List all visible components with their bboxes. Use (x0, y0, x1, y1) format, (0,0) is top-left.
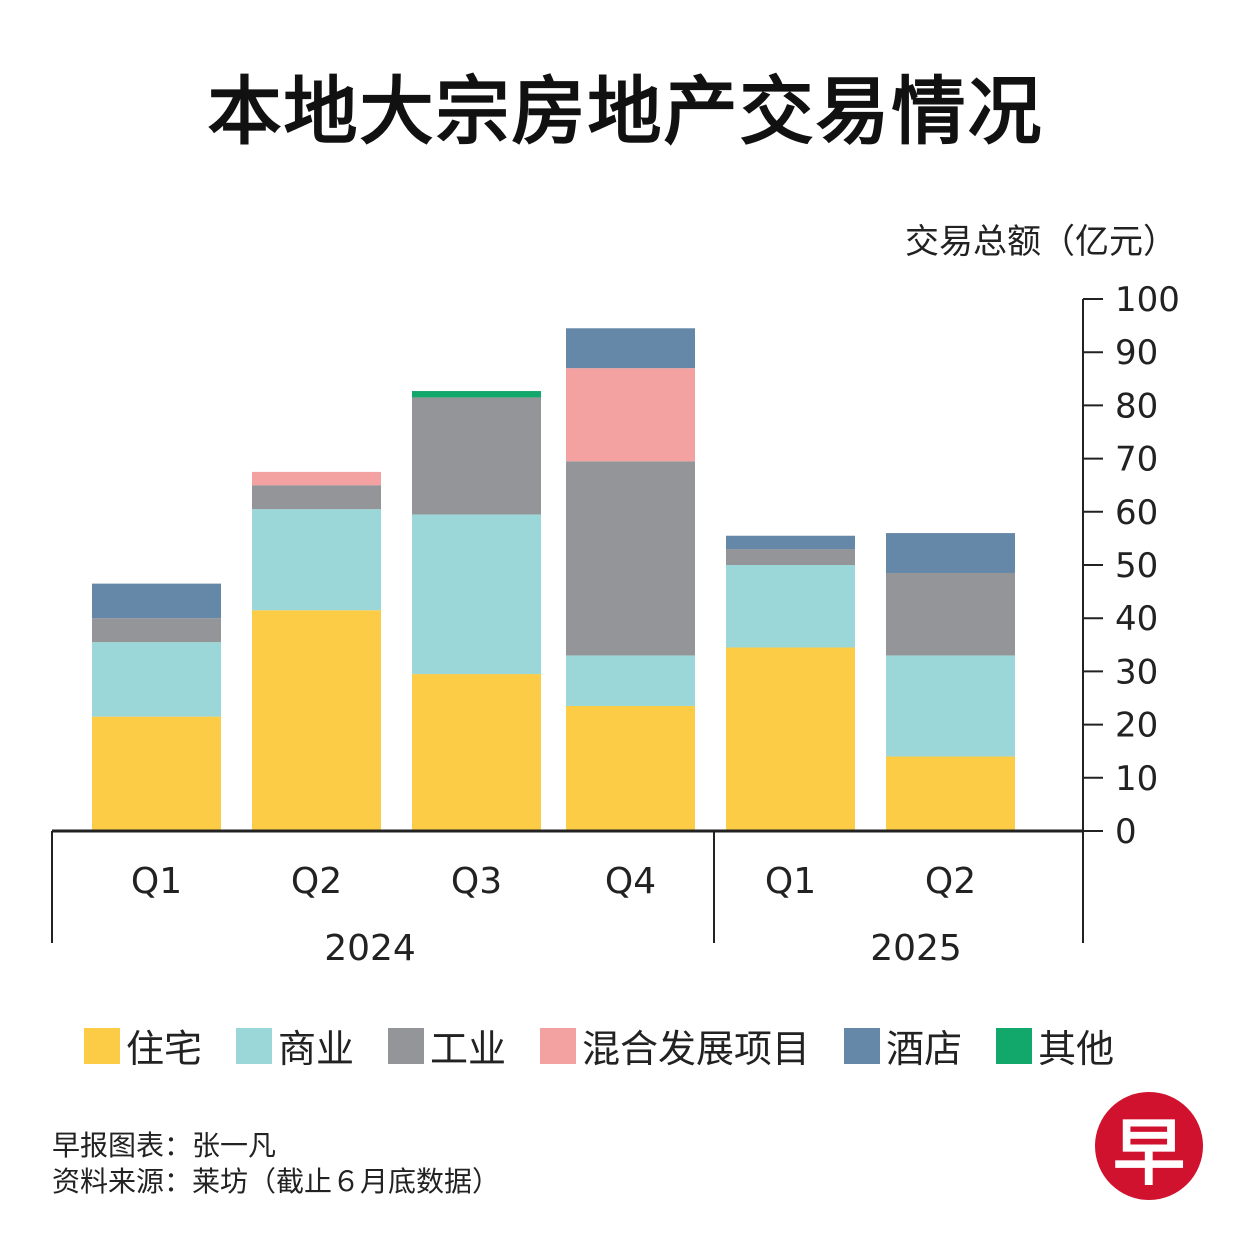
bar-segment (726, 549, 855, 565)
x-tick-label: Q2 (925, 861, 976, 902)
legend-swatch (844, 1027, 881, 1064)
bar-segment (886, 756, 1015, 831)
bar-segment (252, 485, 381, 510)
legend: 住宅 商业 工业 混合发展项目 酒店 其他 (84, 1018, 1204, 1073)
bar-segment (92, 642, 221, 717)
bar-segment (566, 705, 695, 831)
bar-segment (566, 368, 695, 462)
y-tick-label: 40 (1115, 599, 1158, 639)
bar-segment (886, 655, 1015, 757)
y-tick-label: 0 (1115, 812, 1137, 852)
y-tick-label: 100 (1115, 280, 1180, 320)
zaobao-logo-icon: 早 (1095, 1092, 1203, 1200)
bar-segment (252, 471, 381, 486)
x-tick-label: Q3 (451, 861, 502, 902)
y-axis-label: 交易总额（亿元） (905, 222, 1177, 262)
legend-item: 住宅 (84, 1018, 202, 1073)
bar-segment (412, 674, 541, 831)
y-tick-label: 70 (1115, 440, 1158, 480)
bar-segment (886, 533, 1015, 573)
bar-segment (566, 461, 695, 656)
legend-label: 工业 (430, 1027, 507, 1071)
group-label: 2024 (324, 928, 416, 969)
bar-segment (252, 509, 381, 611)
bar-segment (566, 328, 695, 369)
group-label: 2025 (870, 928, 962, 969)
bar-segment (886, 572, 1015, 656)
bar-segment (726, 535, 855, 550)
footer-credit: 早报图表：张一凡 (52, 1129, 277, 1162)
x-tick-label: Q1 (765, 861, 816, 902)
bar-segment (726, 647, 855, 831)
y-tick-label: 80 (1115, 386, 1158, 426)
legend-item: 混合发展项目 (540, 1018, 810, 1073)
bar-segment (92, 618, 221, 643)
legend-swatch (996, 1027, 1033, 1064)
legend-label: 商业 (278, 1027, 355, 1071)
legend-swatch (540, 1027, 577, 1064)
legend-item: 商业 (236, 1018, 354, 1073)
x-tick-label: Q4 (605, 861, 656, 902)
legend-item: 其他 (996, 1018, 1114, 1073)
legend-item: 酒店 (844, 1018, 962, 1073)
legend-swatch (388, 1027, 425, 1064)
legend-item: 工业 (388, 1018, 506, 1073)
legend-label: 其他 (1038, 1027, 1115, 1071)
bar-segment (412, 391, 541, 398)
chart-title: 本地大宗房地产交易情况 (207, 69, 1044, 155)
legend-label: 混合发展项目 (582, 1027, 811, 1071)
legend-swatch (84, 1027, 120, 1064)
bar-segment (92, 716, 221, 831)
legend-swatch (236, 1027, 273, 1064)
bar-segment (726, 565, 855, 648)
y-tick-label: 30 (1115, 652, 1158, 692)
bar-segment (412, 514, 541, 675)
legend-label: 住宅 (126, 1027, 203, 1071)
stacked-bar-chart: 0 10 20 30 40 50 60 70 80 90 100 Q1 Q2 Q3 Q4 Q1 Q2 2024 20… (51, 280, 1180, 969)
y-tick-label: 50 (1115, 546, 1158, 586)
bar-segment (92, 583, 221, 619)
y-tick-label: 60 (1115, 493, 1158, 533)
legend-label: 酒店 (886, 1027, 963, 1071)
bar-segment (252, 610, 381, 831)
footer-source: 资料来源：莱坊（截止６月底数据） (52, 1165, 501, 1198)
y-tick-label: 20 (1115, 706, 1158, 746)
y-tick-label: 10 (1115, 759, 1158, 799)
y-tick-label: 90 (1115, 333, 1158, 373)
x-tick-label: Q1 (131, 861, 182, 902)
x-tick-label: Q2 (291, 861, 342, 902)
bar-segment (566, 655, 695, 706)
bar-segment (412, 397, 541, 515)
